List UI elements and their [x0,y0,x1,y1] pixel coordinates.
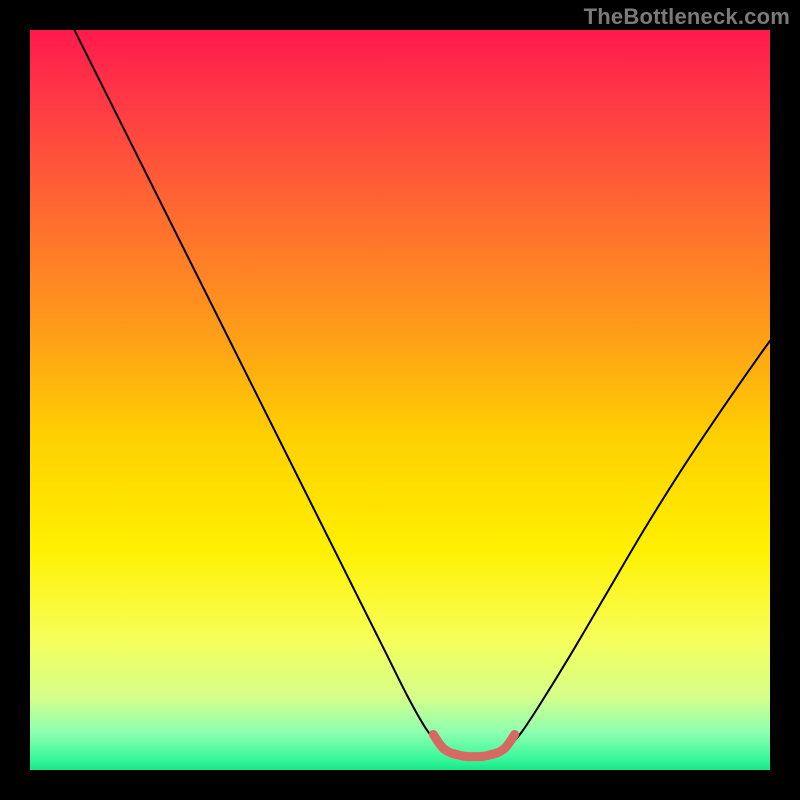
canvas-root: TheBottleneck.com [0,0,800,800]
gradient-background [30,30,770,770]
plot-area [30,30,770,770]
watermark-text: TheBottleneck.com [584,4,790,30]
plot-svg [30,30,770,770]
